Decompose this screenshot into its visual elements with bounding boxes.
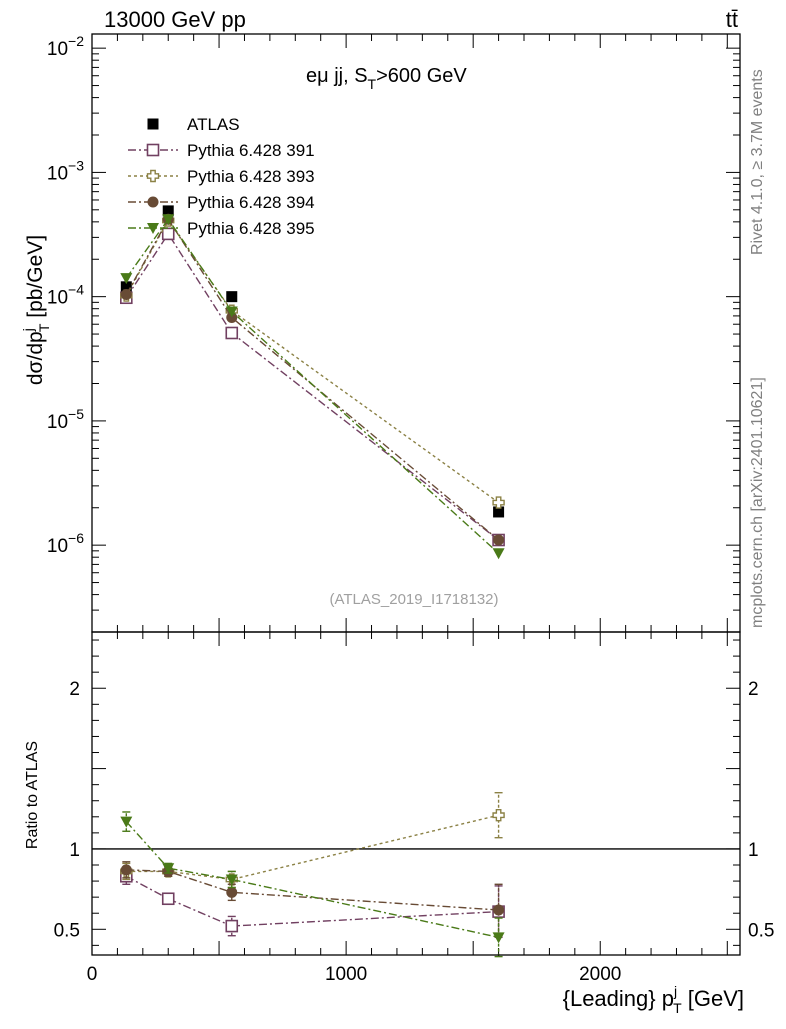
- ratio-point-p394: [493, 904, 505, 916]
- legend-marker-atlas: [147, 118, 159, 130]
- ratio-line-p393: [126, 814, 499, 881]
- ratio-tick-labels: 0.5 0.5 1 1 2 2 0 1000 2000: [54, 679, 775, 985]
- series-p391: [120, 227, 505, 547]
- ratio-y-tick-label-right: 1: [748, 840, 759, 861]
- data-point-atlas: [120, 281, 132, 293]
- legend-marker-p393: [146, 169, 160, 183]
- main-y-tick-label: 10−2: [47, 33, 84, 60]
- data-point-p391: [161, 227, 175, 241]
- ratio-axis-ticks: [91, 632, 740, 955]
- series-line-p394: [125, 217, 500, 541]
- main-y-tick-label: 10−4: [47, 282, 84, 309]
- main-y-tick-labels: 10−6 10−5 10−4 10−3 10−2: [47, 33, 84, 557]
- data-point-atlas: [162, 205, 174, 217]
- ratio-series-p395: [120, 811, 505, 958]
- ratio-line-p394: [126, 869, 499, 911]
- main-panel-title: eμ jj, ST>600 GeV: [306, 65, 467, 92]
- data-point-p394: [493, 534, 505, 546]
- series-line-p391: [125, 232, 500, 541]
- legend-item-p395: Pythia 6.428 395: [128, 219, 315, 238]
- data-point-p395: [162, 214, 175, 226]
- series-line-p393: [125, 219, 499, 504]
- analysis-watermark: (ATLAS_2019_I1718132): [329, 591, 498, 608]
- legend-item-p393: Pythia 6.428 393: [128, 167, 315, 186]
- legend-marker-p395: [147, 223, 159, 234]
- legend-label-atlas: ATLAS: [187, 115, 240, 134]
- x-axis-title: {Leading} pj T [GeV]: [563, 983, 744, 1016]
- ratio-y-axis-title: Ratio to ATLAS: [24, 741, 41, 849]
- ratio-y-tick-label-right: 2: [748, 679, 759, 700]
- ratio-panel: 0.5 0.5 1 1 2 2 0 1000 2000 Ratio to ATLAS {Lead…: [24, 631, 775, 1016]
- ratio-point-p395: [162, 863, 175, 875]
- ratio-series-layer: [120, 791, 505, 958]
- ratio-series-p391: [120, 867, 505, 939]
- main-axis-ticks: [91, 34, 740, 633]
- ratio-point-p391: [161, 892, 175, 906]
- legend-item-p394: Pythia 6.428 394: [128, 193, 315, 212]
- ratio-y-tick-label-left: 1: [69, 840, 80, 861]
- ratio-panel-frame: [91, 631, 741, 956]
- main-series-layer: [120, 205, 505, 560]
- ratio-point-p391: [225, 919, 239, 933]
- legend-item-p391: Pythia 6.428 391: [128, 141, 315, 160]
- mcplots-reference-label: mcplots.cern.ch [arXiv:2401.10621]: [749, 377, 766, 628]
- ratio-point-p395: [492, 932, 505, 944]
- ratio-point-p393: [492, 808, 505, 822]
- legend-item-atlas: ATLAS: [147, 115, 240, 134]
- main-y-tick-label: 10−5: [47, 406, 84, 433]
- legend-marker-p391: [146, 143, 160, 157]
- series-atlas: [120, 205, 505, 518]
- main-y-axis-title: dσ/dpjT [pb/GeV]: [20, 235, 52, 385]
- process-label: tt̄: [726, 7, 738, 32]
- data-point-atlas: [226, 291, 238, 303]
- ratio-point-p395: [120, 816, 133, 828]
- ratio-series-p393: [120, 791, 505, 889]
- legend-label-p393: Pythia 6.428 393: [187, 167, 315, 186]
- energy-label: 13000 GeV pp: [104, 7, 246, 32]
- data-point-atlas: [493, 506, 505, 518]
- ratio-y-tick-label-right: 0.5: [748, 920, 774, 941]
- series-line-p395: [125, 217, 500, 554]
- series-p394: [120, 213, 505, 546]
- legend-label-p395: Pythia 6.428 395: [187, 219, 315, 238]
- ratio-line-p395: [125, 821, 499, 939]
- ratio-series-p394: [120, 861, 505, 937]
- x-tick-label: 0: [87, 964, 98, 985]
- main-y-tick-label: 10−6: [47, 530, 84, 557]
- main-panel: 10−6 10−5 10−4 10−3 10−2 eμ jj, ST>600 GeV (…: [20, 33, 741, 633]
- ratio-point-p394: [120, 864, 132, 876]
- ratio-point-p394: [226, 886, 238, 898]
- legend: ATLAS Pythia 6.428 391 Pythia 6.428 393 Pyt…: [128, 115, 315, 238]
- ratio-y-tick-label-left: 2: [69, 679, 80, 700]
- x-tick-label: 2000: [579, 964, 621, 985]
- data-point-p395: [492, 548, 505, 560]
- data-point-p393: [492, 496, 505, 509]
- ratio-y-tick-label-left: 0.5: [54, 920, 80, 941]
- data-point-p395: [225, 306, 238, 318]
- ratio-point-p395: [225, 874, 238, 886]
- ratio-line-p391: [125, 875, 499, 927]
- x-tick-label: 1000: [325, 964, 367, 985]
- series-p393: [120, 214, 505, 509]
- series-p395: [120, 214, 505, 560]
- legend-label-p394: Pythia 6.428 394: [187, 193, 315, 212]
- main-y-tick-label: 10−3: [47, 157, 84, 184]
- data-point-p391: [225, 326, 239, 340]
- data-point-p394: [120, 289, 132, 301]
- legend-marker-p394: [147, 196, 159, 208]
- data-point-p395: [120, 273, 133, 285]
- rivet-version-label: Rivet 4.1.0, ≥ 3.7M events: [749, 69, 766, 255]
- legend-label-p391: Pythia 6.428 391: [187, 141, 315, 160]
